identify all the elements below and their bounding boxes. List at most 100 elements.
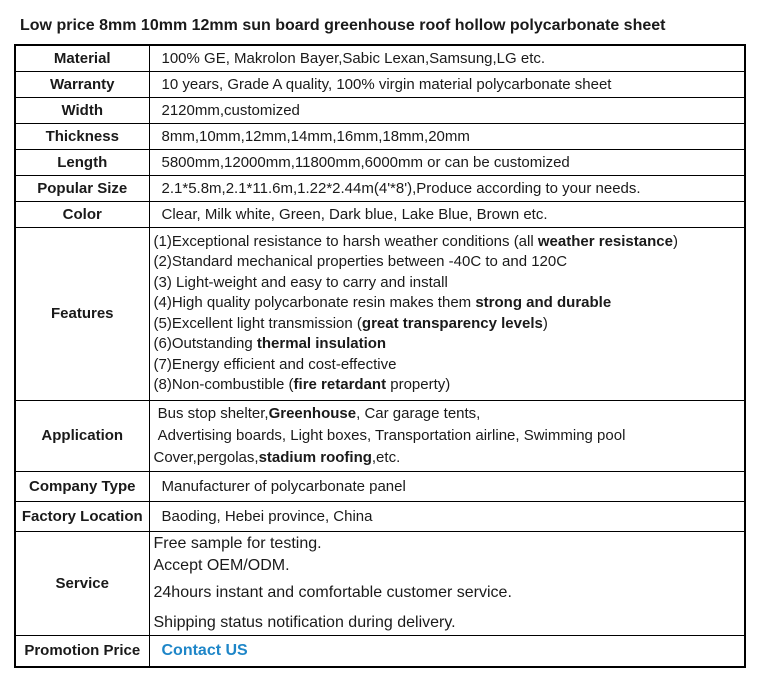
row-value-color: Clear, Milk white, Green, Dark blue, Lak… <box>148 200 746 228</box>
text-segment: (4)High quality polycarbonate resin make… <box>153 294 476 311</box>
text-segment: 10 years, Grade A quality, 100% virgin m… <box>161 75 612 93</box>
text-segment: thermal insulation <box>256 335 387 352</box>
text-segment: Manufacturer of polycarbonate panel <box>161 477 406 495</box>
value-line: (5)Excellent light transmission (great t… <box>154 314 739 335</box>
text-segment: (3) Light-weight and easy to carry and i… <box>153 273 448 291</box>
row-label-features: Features <box>14 226 150 401</box>
value-line: Free sample for testing. <box>154 533 739 555</box>
text-segment: (7)Energy efficient and cost-effective <box>153 355 397 373</box>
row-value-width: 2120mm,customized <box>148 96 746 124</box>
text-segment: Clear, Milk white, Green, Dark blue, Lak… <box>161 205 548 223</box>
text-segment: 5800mm,12000mm,11800mm,6000mm or can be … <box>161 153 570 171</box>
value-line: Clear, Milk white, Green, Dark blue, Lak… <box>162 206 739 223</box>
row-label-material: Material <box>14 44 150 72</box>
spec-table-body: Material 100% GE, Makrolon Bayer,Sabic Le… <box>14 44 746 668</box>
spec-row-warranty: Warranty 10 years, Grade A quality, 100% … <box>14 70 746 98</box>
text-segment: stadium roofing <box>258 448 372 466</box>
text-segment: Greenhouse <box>268 404 357 422</box>
text-segment: Free sample for testing. <box>153 534 322 552</box>
value-line: Cover,pergolas,stadium roofing,etc. <box>154 447 739 469</box>
row-label-width: Width <box>14 96 150 124</box>
value-line: Bus stop shelter,Greenhouse, Car garage … <box>154 403 739 425</box>
value-line: Baoding, Hebei province, China <box>162 508 739 525</box>
text-segment: strong and durable <box>475 294 612 311</box>
row-value-warranty: 10 years, Grade A quality, 100% virgin m… <box>148 70 746 98</box>
row-label-promotion-price: Promotion Price <box>14 634 150 668</box>
value-line: (2)Standard mechanical properties betwee… <box>154 252 739 273</box>
spec-row-company-type: Company Type Manufacturer of polycarbonat… <box>14 470 746 502</box>
row-label-factory-location: Factory Location <box>14 500 150 532</box>
value-line: 2120mm,customized <box>162 102 739 119</box>
text-segment: Accept OEM/ODM. <box>153 556 290 574</box>
spec-row-application: Application Bus stop shelter,Greenhouse,… <box>14 399 746 472</box>
spec-row-width: Width 2120mm,customized <box>14 96 746 124</box>
text-segment: property) <box>386 376 451 393</box>
text-segment: Bus stop shelter, <box>153 404 269 422</box>
row-label-popular-size: Popular Size <box>14 174 150 202</box>
row-value-company-type: Manufacturer of polycarbonate panel <box>148 470 746 502</box>
row-label-length: Length <box>14 148 150 176</box>
text-segment: 2.1*5.8m,2.1*11.6m,1.22*2.44m(4'*8'),Pro… <box>161 179 641 197</box>
text-segment: 100% GE, Makrolon Bayer,Sabic Lexan,Sams… <box>161 49 546 67</box>
value-line: 5800mm,12000mm,11800mm,6000mm or can be … <box>162 154 739 171</box>
text-segment: great transparency levels <box>361 314 543 332</box>
row-value-thickness: 8mm,10mm,12mm,14mm,16mm,18mm,20mm <box>148 122 746 150</box>
value-line: Advertising boards, Light boxes, Transpo… <box>154 425 739 447</box>
row-label-warranty: Warranty <box>14 70 150 98</box>
row-value-popular-size: 2.1*5.8m,2.1*11.6m,1.22*2.44m(4'*8'),Pro… <box>148 174 746 202</box>
text-segment: 8mm,10mm,12mm,14mm,16mm,18mm,20mm <box>161 127 470 145</box>
row-value-length: 5800mm,12000mm,11800mm,6000mm or can be … <box>148 148 746 176</box>
value-line: (3) Light-weight and easy to carry and i… <box>154 273 739 294</box>
text-segment: (2)Standard mechanical properties betwee… <box>153 253 568 270</box>
value-line: 24hours instant and comfortable customer… <box>154 582 739 604</box>
row-value-material: 100% GE, Makrolon Bayer,Sabic Lexan,Sams… <box>148 44 746 72</box>
spec-table: Material 100% GE, Makrolon Bayer,Sabic Le… <box>14 44 746 668</box>
row-label-service: Service <box>14 530 150 636</box>
text-segment: (8)Non-combustible ( <box>153 376 294 393</box>
row-value-factory-location: Baoding, Hebei province, China <box>148 500 746 532</box>
row-value-service: Free sample for testing. Accept OEM/ODM. 2… <box>148 530 746 636</box>
contact-us-link[interactable]: Contact US <box>161 641 248 659</box>
text-segment: , Car garage tents, <box>356 404 481 422</box>
row-label-color: Color <box>14 200 150 228</box>
row-label-application: Application <box>14 399 150 472</box>
value-line: 8mm,10mm,12mm,14mm,16mm,18mm,20mm <box>162 128 739 145</box>
text-segment: fire retardant <box>293 376 387 393</box>
spec-row-factory-location: Factory Location Baoding, Hebei province,… <box>14 500 746 532</box>
spec-row-promotion-price: Promotion Price Contact US <box>14 634 746 668</box>
text-segment: (1)Exceptional resistance to harsh weath… <box>153 232 538 250</box>
spec-row-material: Material 100% GE, Makrolon Bayer,Sabic Le… <box>14 44 746 72</box>
text-segment: ) <box>672 232 678 250</box>
text-segment: ) <box>542 314 548 332</box>
value-line: (1)Exceptional resistance to harsh weath… <box>154 232 739 253</box>
text-segment: Shipping status notification during deli… <box>153 613 456 631</box>
value-line: (4)High quality polycarbonate resin make… <box>154 293 739 314</box>
row-value-promotion-price: Contact US <box>148 634 746 668</box>
text-segment: ,etc. <box>371 448 401 466</box>
value-line: 2.1*5.8m,2.1*11.6m,1.22*2.44m(4'*8'),Pro… <box>162 180 739 197</box>
spec-row-features: Features (1)Exceptional resistance to har… <box>14 226 746 401</box>
spec-row-service: Service Free sample for testing. Accept OE… <box>14 530 746 636</box>
spec-row-thickness: Thickness 8mm,10mm,12mm,14mm,16mm,18mm,20… <box>14 122 746 150</box>
row-value-application: Bus stop shelter,Greenhouse, Car garage … <box>148 399 746 472</box>
value-line: Contact US <box>162 642 739 660</box>
text-segment: (5)Excellent light transmission ( <box>153 314 362 332</box>
text-segment: Advertising boards, Light boxes, Transpo… <box>153 426 626 444</box>
value-line: (7)Energy efficient and cost-effective <box>154 355 739 376</box>
value-line: (8)Non-combustible (fire retardant prope… <box>154 375 739 396</box>
spec-row-length: Length 5800mm,12000mm,11800mm,6000mm or c… <box>14 148 746 176</box>
spec-row-color: Color Clear, Milk white, Green, Dark blue… <box>14 200 746 228</box>
value-line: 10 years, Grade A quality, 100% virgin m… <box>162 76 739 93</box>
value-line: Accept OEM/ODM. <box>154 555 739 577</box>
text-segment: 2120mm,customized <box>161 101 300 119</box>
row-label-company-type: Company Type <box>14 470 150 502</box>
spec-row-popular-size: Popular Size 2.1*5.8m,2.1*11.6m,1.22*2.44… <box>14 174 746 202</box>
value-line: Manufacturer of polycarbonate panel <box>162 478 739 495</box>
row-label-thickness: Thickness <box>14 122 150 150</box>
text-segment: (6)Outstanding <box>153 335 257 352</box>
text-segment: Cover,pergolas, <box>153 448 259 466</box>
value-line: 100% GE, Makrolon Bayer,Sabic Lexan,Sams… <box>162 50 739 67</box>
row-value-features: (1)Exceptional resistance to harsh weath… <box>148 226 746 401</box>
text-segment: 24hours instant and comfortable customer… <box>153 583 512 601</box>
value-line: Shipping status notification during deli… <box>154 612 739 634</box>
